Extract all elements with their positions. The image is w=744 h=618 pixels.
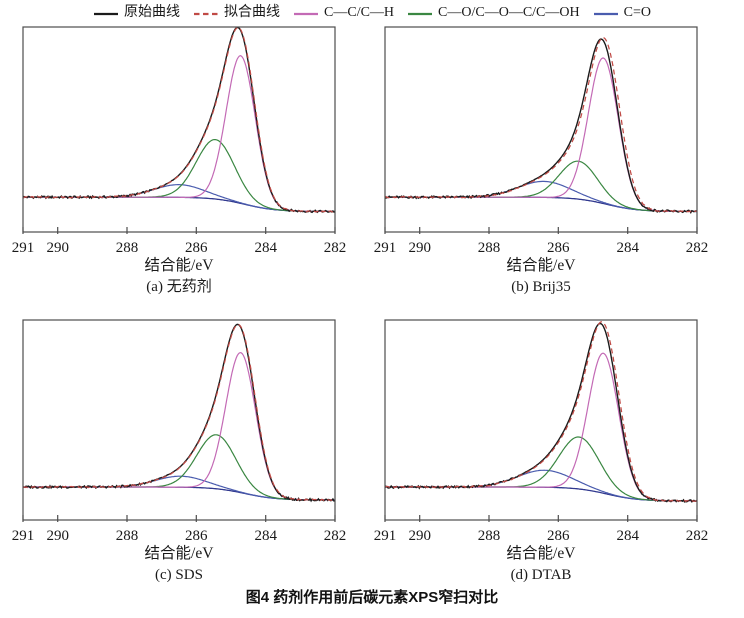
ccch-line-swatch-icon: [294, 12, 319, 16]
x-tick-label: 288: [478, 240, 501, 256]
x-tick-label: 286: [185, 528, 208, 544]
x-tick-label: 290: [46, 528, 69, 544]
panel-b-brij35: 291 290 288 286 284 282 结合能/eV (b) Brij35: [368, 20, 724, 302]
x-tick-label: 282: [324, 240, 347, 256]
panel-subtitle: (a) 无药剂: [146, 278, 211, 295]
legend-item-fit: 拟合曲线: [193, 3, 280, 23]
legend-item-co-family: C—O/C—O—C/C—OH: [407, 3, 580, 23]
panel-d-plot: 291 290 288 286 284 282 结合能/eV (d) DTAB: [374, 319, 709, 583]
x-tick-label: 291: [12, 528, 35, 544]
x-tick-label: 291: [374, 528, 397, 544]
panel-a-no-reagent: 291 290 288 286 284 282 结合能/eV (a) 无药剂: [6, 20, 362, 302]
x-tick-label: 282: [324, 528, 347, 544]
x-axis-title: 结合能/eV: [145, 544, 215, 562]
original-curve: [384, 322, 698, 503]
axis-frame: [384, 26, 698, 233]
axis-frame: [22, 319, 336, 521]
figure-caption: 图4 药剂作用前后碳元素XPS窄扫对比: [245, 589, 499, 606]
panel-b-plot: 291 290 288 286 284 282 结合能/eV (b) Brij35: [374, 26, 709, 295]
peak-ccch-curve: [23, 351, 335, 501]
fit-curve: [384, 36, 698, 213]
axis-frame: [384, 319, 698, 521]
panel-subtitle: (d) DTAB: [511, 567, 572, 583]
x-tick-label: 284: [254, 240, 277, 256]
x-tick-label: 282: [686, 240, 709, 256]
x-tick-label: 291: [374, 240, 397, 256]
legend-label: 拟合曲线: [224, 5, 281, 20]
panel-a-plot: 291 290 288 286 284 282 结合能/eV (a) 无药剂: [12, 26, 347, 295]
original-curve: [22, 26, 336, 214]
panel-subtitle: (b) Brij35: [511, 279, 571, 295]
co-family-line-swatch-icon: [408, 12, 433, 16]
carbonyl-line-swatch-icon: [593, 12, 618, 16]
panel-c-plot: 291 290 288 286 284 282 结合能/eV (c) SDS: [12, 319, 347, 583]
peak-co-family-curve: [385, 436, 697, 502]
x-tick-label: 290: [408, 240, 431, 256]
legend-label: C—C/C—H: [324, 5, 395, 20]
legend-item-original: 原始曲线: [93, 3, 180, 23]
x-tick-label: 288: [116, 240, 139, 256]
original-curve: [22, 323, 336, 503]
legend: 原始曲线 拟合曲线 C—C/C—H C—O/C—O—C/C—OH C=O: [0, 2, 744, 24]
fit-curve: [385, 321, 698, 503]
x-tick-label: 284: [616, 240, 639, 256]
legend-item-carbonyl: C=O: [593, 3, 651, 23]
x-tick-label: 284: [616, 528, 639, 544]
peak-co-family-curve: [385, 160, 697, 213]
x-axis-title: 结合能/eV: [145, 256, 215, 274]
axis-frame: [22, 26, 336, 233]
fit-dashed-line-swatch-icon: [194, 12, 219, 16]
x-tick-label: 286: [547, 240, 570, 256]
legend-item-ccch: C—C/C—H: [293, 3, 394, 23]
peak-ccch-curve: [385, 57, 697, 213]
original-line-swatch-icon: [94, 12, 119, 16]
x-tick-label: 284: [254, 528, 277, 544]
panel-c-sds: 291 290 288 286 284 282 结合能/eV (c) SDS: [6, 313, 362, 595]
panel-subtitle: (c) SDS: [155, 567, 203, 583]
x-tick-label: 290: [408, 528, 431, 544]
x-axis-title: 结合能/eV: [507, 544, 577, 562]
panel-d-dtab: 291 290 288 286 284 282 结合能/eV (d) DTAB: [368, 313, 724, 595]
x-tick-label: 286: [185, 240, 208, 256]
x-tick-label: 290: [46, 240, 69, 256]
x-axis-title: 结合能/eV: [507, 256, 577, 274]
fit-curve: [22, 323, 336, 502]
x-tick-label: 288: [116, 528, 139, 544]
legend-label: C=O: [623, 5, 651, 20]
x-tick-label: 286: [547, 528, 570, 544]
x-tick-label: 291: [12, 240, 35, 256]
legend-label: C—O/C—O—C/C—OH: [438, 5, 580, 20]
original-curve: [384, 38, 697, 215]
x-tick-label: 288: [478, 528, 501, 544]
legend-label: 原始曲线: [124, 5, 181, 20]
x-tick-label: 282: [686, 528, 709, 544]
